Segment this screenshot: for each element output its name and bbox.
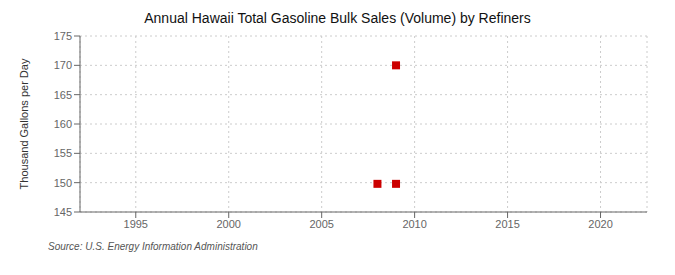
svg-text:145: 145 bbox=[54, 206, 72, 218]
svg-text:Thousand Gallons per Day: Thousand Gallons per Day bbox=[18, 58, 30, 189]
html-text:Annual Hawaii Total Gasoline B: Annual Hawaii Total Gasoline Bulk Sales … bbox=[144, 10, 531, 26]
svg-text:160: 160 bbox=[54, 118, 72, 130]
svg-text:175: 175 bbox=[54, 30, 72, 42]
svg-text:2020: 2020 bbox=[588, 218, 612, 230]
html-text:Source: U.S. Energy Informatio: Source: U.S. Energy Information Administ… bbox=[48, 241, 258, 252]
svg-text:150: 150 bbox=[54, 177, 72, 189]
svg-text:2005: 2005 bbox=[309, 218, 333, 230]
svg-text:155: 155 bbox=[54, 147, 72, 159]
svg-text:170: 170 bbox=[54, 59, 72, 71]
svg-text:2000: 2000 bbox=[216, 218, 240, 230]
svg-text:1995: 1995 bbox=[124, 218, 148, 230]
svg-text:2015: 2015 bbox=[495, 218, 519, 230]
svg-text:2010: 2010 bbox=[402, 218, 426, 230]
svg-text:165: 165 bbox=[54, 89, 72, 101]
